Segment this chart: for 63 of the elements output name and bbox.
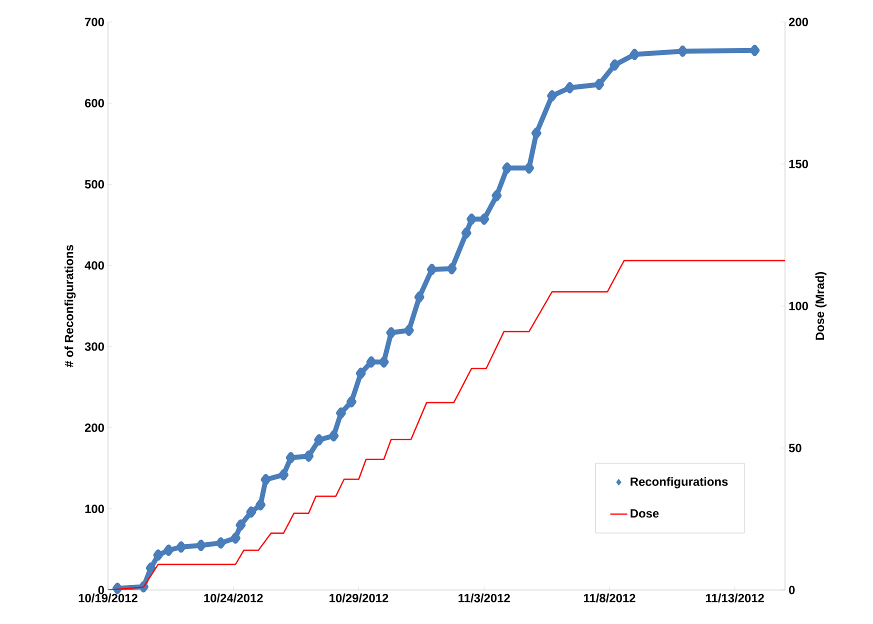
y2-tick-label: 50 <box>788 444 802 452</box>
point <box>414 291 424 303</box>
y2-tick-label: 150 <box>789 160 808 168</box>
point <box>153 549 164 561</box>
point <box>386 327 396 338</box>
point <box>304 450 314 462</box>
point <box>196 540 206 552</box>
point <box>594 78 604 90</box>
y2-tick-label: 200 <box>788 18 808 26</box>
x-tick-label: 11/8/2012 <box>584 594 636 602</box>
point <box>366 356 376 368</box>
point <box>750 44 760 56</box>
point <box>336 407 346 419</box>
point <box>256 499 266 510</box>
point <box>278 469 288 480</box>
point <box>164 544 174 556</box>
y-axis-title: # of Reconfigurations <box>64 245 76 368</box>
x-tick-label: 10/19/2012 <box>78 594 138 602</box>
y-tick-label: 700 <box>85 18 104 26</box>
point <box>502 162 512 174</box>
point <box>630 48 640 60</box>
point <box>378 356 389 368</box>
point <box>610 59 620 71</box>
y-tick-label: 500 <box>84 180 104 189</box>
x-tick-label: 10/24/2012 <box>204 594 263 602</box>
point <box>461 227 472 239</box>
point <box>426 264 437 276</box>
point <box>446 262 457 274</box>
y-tick-label: 200 <box>84 423 104 432</box>
point <box>479 213 490 225</box>
x-tick-label: 10/29/2012 <box>330 594 388 602</box>
point <box>678 46 688 57</box>
point <box>531 127 542 139</box>
x-tick-label: 11/3/2012 <box>458 594 510 602</box>
point <box>314 434 324 446</box>
point <box>404 324 414 336</box>
x-tick-label: 11/13/2012 <box>706 594 764 602</box>
point <box>246 506 256 518</box>
point <box>146 562 156 574</box>
point <box>492 190 502 202</box>
point <box>466 213 476 225</box>
point <box>564 82 575 94</box>
y2-axis-title: Dose (Mrad) <box>815 272 826 340</box>
point <box>236 519 246 531</box>
y2-tick-label: 100 <box>789 302 808 310</box>
y2-tick-label: 0 <box>788 586 795 594</box>
legend-label: Reconfigurations <box>630 477 728 488</box>
point <box>524 162 534 174</box>
y-tick-label: 0 <box>98 586 104 594</box>
y-tick-label: 300 <box>84 342 104 351</box>
point <box>547 90 557 102</box>
y-tick-label: 600 <box>84 98 104 108</box>
point <box>346 396 356 408</box>
legend-label: Dose <box>630 509 659 518</box>
point <box>260 474 271 486</box>
point <box>230 532 240 544</box>
point <box>328 430 339 442</box>
point <box>286 452 296 464</box>
y-tick-label: 100 <box>85 504 104 514</box>
point <box>176 541 186 553</box>
point <box>216 537 226 549</box>
y-tick-label: 400 <box>84 261 104 270</box>
point <box>356 368 366 380</box>
